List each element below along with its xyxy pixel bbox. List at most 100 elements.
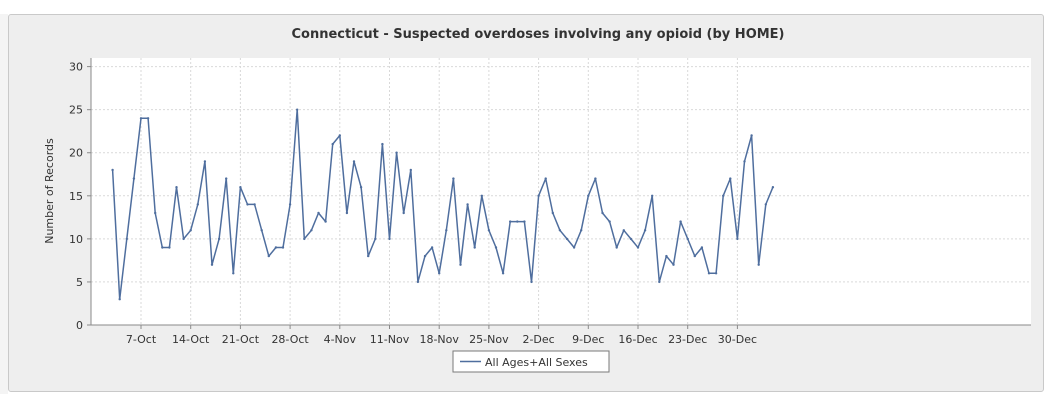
data-point (281, 246, 285, 249)
data-point (409, 168, 412, 172)
y-axis-label: Number of Records (43, 138, 56, 244)
x-tick-label: 9-Dec (572, 333, 604, 346)
data-point (331, 142, 334, 146)
data-point (509, 220, 512, 223)
legend-box (452, 350, 610, 373)
data-point (572, 246, 576, 249)
y-tick-label: 20 (69, 147, 83, 160)
x-tick-label: 11-Nov (370, 333, 410, 346)
data-point (132, 177, 136, 180)
data-point (686, 237, 689, 241)
series-group (111, 108, 775, 301)
data-point (189, 229, 192, 232)
grid-lines (91, 58, 1031, 325)
data-point (288, 203, 292, 206)
data-point (118, 298, 121, 301)
data-point (423, 254, 427, 258)
data-point (210, 263, 214, 266)
x-tick-label: 16-Dec (618, 333, 657, 346)
data-point (544, 177, 547, 180)
data-point (338, 134, 341, 137)
x-axis: 7-Oct 14-Oct 21-Oct 28-Oct 4-Nov 11-Nov 18-Nov… (126, 325, 757, 346)
data-point (622, 229, 625, 232)
data-point (629, 237, 633, 241)
data-point (693, 254, 696, 258)
data-point (736, 237, 739, 241)
data-point (608, 220, 611, 223)
data-point (636, 246, 640, 249)
data-point (246, 203, 249, 206)
y-tick-label: 10 (69, 233, 83, 246)
data-point (196, 203, 199, 206)
data-point (651, 194, 654, 197)
data-point (643, 229, 647, 232)
x-tick-label: 14-Oct (172, 333, 210, 346)
data-point (345, 211, 349, 215)
data-point (303, 237, 306, 241)
data-point (580, 229, 583, 232)
data-point (324, 220, 327, 223)
x-tick-label: 23-Dec (668, 333, 707, 346)
data-point (466, 203, 469, 206)
y-tick-label: 0 (76, 319, 83, 332)
data-point (161, 246, 164, 249)
data-point (317, 211, 320, 215)
data-point (516, 220, 519, 223)
chart-title: Connecticut - Suspected overdoses involv… (292, 27, 785, 42)
data-point (615, 246, 618, 249)
data-point (225, 177, 228, 180)
y-tick-label: 5 (76, 276, 83, 289)
data-point (182, 237, 185, 241)
x-tick-label: 4-Nov (324, 333, 357, 346)
data-point (707, 272, 711, 275)
data-point (722, 194, 725, 197)
legend[interactable]: All Ages+All Sexes (452, 350, 610, 373)
y-tick-label: 15 (69, 190, 83, 203)
data-point (771, 186, 775, 189)
x-tick-label: 21-Oct (222, 333, 260, 346)
data-point (203, 160, 207, 163)
x-tick-label: 7-Oct (126, 333, 157, 346)
data-point (714, 272, 718, 275)
data-point (672, 263, 675, 266)
data-point (388, 237, 391, 241)
data-point (416, 280, 420, 284)
data-point (594, 177, 597, 180)
x-tick-label: 18-Nov (419, 333, 459, 346)
x-tick-label: 30-Dec (718, 333, 757, 346)
y-axis: 0 5 10 15 20 25 30 (69, 61, 91, 332)
data-point (565, 237, 569, 241)
data-point (367, 254, 370, 258)
data-point (459, 263, 462, 266)
legend-label: All Ages+All Sexes (485, 356, 588, 369)
data-point (381, 142, 384, 146)
data-point (111, 168, 114, 172)
data-point (501, 272, 505, 275)
left-edge (0, 14, 8, 394)
data-point (168, 246, 171, 249)
data-point (430, 246, 434, 249)
data-point (395, 151, 398, 154)
data-point (473, 246, 476, 249)
data-point (260, 229, 263, 232)
data-point (296, 108, 299, 111)
x-tick-label: 2-Dec (522, 333, 554, 346)
data-point (558, 229, 562, 232)
data-point (139, 117, 143, 120)
data-point (445, 229, 448, 232)
series-line-all-ages-all-sexes (111, 108, 774, 300)
data-point (274, 246, 278, 249)
data-point (679, 220, 682, 223)
data-point (175, 186, 178, 189)
y-tick-label: 30 (69, 61, 83, 74)
data-point (125, 237, 128, 241)
data-point (146, 117, 150, 120)
data-point (665, 254, 668, 258)
data-point (494, 246, 498, 249)
x-tick-label: 28-Oct (271, 333, 309, 346)
data-point (757, 263, 760, 266)
data-point (523, 220, 526, 223)
data-point (374, 237, 377, 241)
data-point (601, 211, 604, 215)
